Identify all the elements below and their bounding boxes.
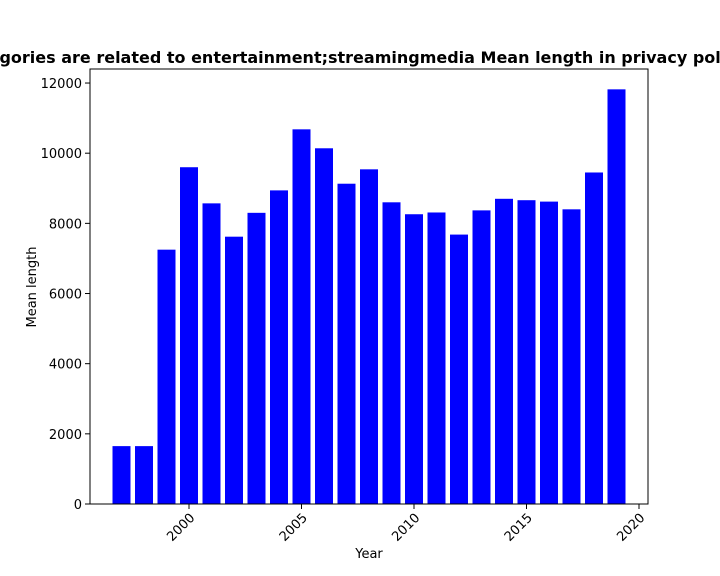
y-axis-ticks: 0 2000 4000 6000 8000 10000 12000 bbox=[41, 77, 90, 513]
bar-1998 bbox=[135, 446, 153, 504]
bar-2012 bbox=[450, 234, 468, 505]
bar-1999 bbox=[157, 249, 176, 504]
bar-2001 bbox=[202, 203, 221, 504]
y-tick-label: 10000 bbox=[41, 147, 82, 162]
y-axis-label: Mean length bbox=[25, 247, 40, 328]
y-tick-label: 0 bbox=[74, 498, 82, 513]
bar-2018 bbox=[585, 172, 603, 504]
x-tick-label: 2000 bbox=[164, 511, 198, 545]
bar-2007 bbox=[337, 183, 356, 504]
bar-2011 bbox=[427, 212, 446, 504]
bar-2017 bbox=[562, 209, 581, 505]
bar-2004 bbox=[270, 190, 288, 504]
plot-area-frame bbox=[89, 68, 649, 505]
y-tick-label: 12000 bbox=[41, 77, 82, 92]
y-tick-label: 6000 bbox=[49, 288, 82, 303]
chart-title: Categories are related to entertainment;… bbox=[0, 48, 720, 67]
bar-2019 bbox=[607, 89, 626, 504]
y-tick-label: 8000 bbox=[49, 217, 82, 232]
y-tick-label: 4000 bbox=[49, 358, 82, 373]
bar-2009 bbox=[382, 202, 401, 504]
bar-2002 bbox=[225, 236, 243, 504]
x-axis-label: Year bbox=[354, 547, 383, 562]
x-tick-label: 2015 bbox=[502, 511, 536, 545]
y-tick-label: 2000 bbox=[49, 428, 82, 443]
x-tick-label: 2010 bbox=[389, 511, 423, 545]
bar-2000 bbox=[180, 167, 198, 504]
bar-2010 bbox=[405, 214, 423, 504]
bar-2006 bbox=[315, 148, 333, 504]
bar-2014 bbox=[495, 198, 513, 504]
x-tick-label: 2005 bbox=[277, 511, 311, 545]
bar-2005 bbox=[292, 129, 311, 504]
x-tick-label: 2020 bbox=[614, 511, 648, 545]
bar-2003 bbox=[247, 212, 266, 505]
bar-2008 bbox=[360, 169, 378, 505]
x-axis-ticks: 2000 2005 2010 2015 2020 bbox=[164, 504, 648, 545]
bar-2016 bbox=[540, 201, 558, 504]
bars bbox=[112, 89, 626, 505]
bar-1997 bbox=[112, 446, 131, 504]
bar-2015 bbox=[517, 200, 536, 505]
bar-2013 bbox=[472, 210, 491, 504]
